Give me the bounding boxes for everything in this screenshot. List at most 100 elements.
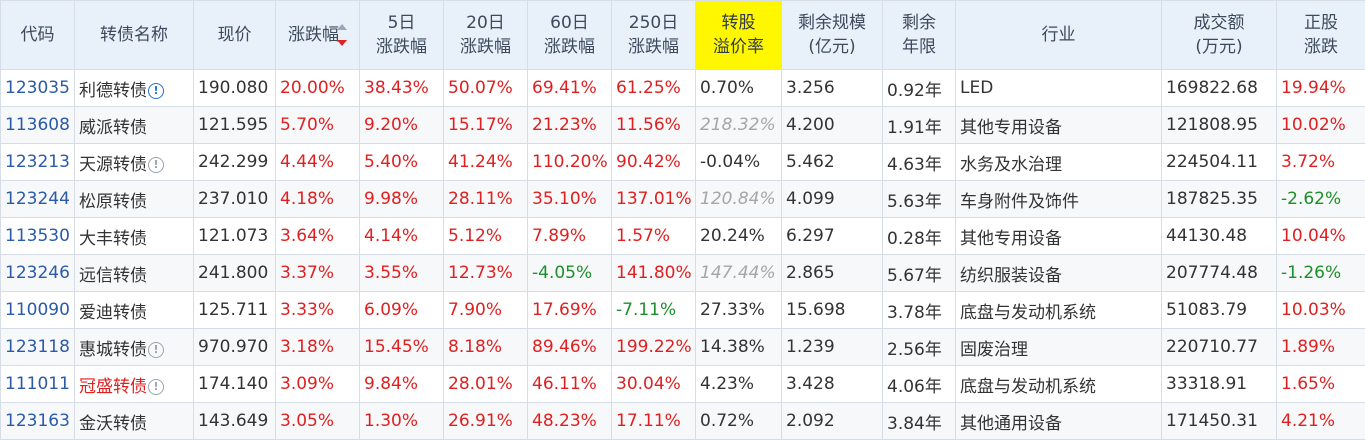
bond-name[interactable]: 天源转债 xyxy=(79,154,147,175)
bond-code-link[interactable]: 123244 xyxy=(0,180,75,218)
bond-code-link[interactable]: 123213 xyxy=(0,143,75,181)
change-60d-value: -4.05% xyxy=(527,254,612,292)
bond-name-cell[interactable]: 冠盛转债! xyxy=(74,365,194,403)
premium-value: 0.72% xyxy=(695,402,782,440)
bond-code-link[interactable]: 113608 xyxy=(0,106,75,144)
col-20d-header[interactable]: 20日 涨跌幅 xyxy=(443,0,528,70)
bond-name[interactable]: 远信转债 xyxy=(79,265,147,286)
info-icon[interactable]: ! xyxy=(148,82,164,99)
table-body: 123035 利德转债! 190.080 20.00% 38.43% 50.07% 69.4… xyxy=(0,69,1365,440)
header-label: (万元) xyxy=(1195,37,1243,57)
bond-name[interactable]: 利德转债 xyxy=(79,80,147,101)
change-value: 5.70% xyxy=(275,106,360,144)
bond-name[interactable]: 爱迪转债 xyxy=(79,302,147,323)
col-5d-header[interactable]: 5日 涨跌幅 xyxy=(359,0,444,70)
col-code-header[interactable]: 代码 xyxy=(0,0,75,70)
change-20d-value: 12.73% xyxy=(443,254,528,292)
bond-name-cell[interactable]: 远信转债 xyxy=(74,254,194,292)
bond-name-cell[interactable]: 威派转债 xyxy=(74,106,194,144)
table-row[interactable]: 123246 远信转债 241.800 3.37% 3.55% 12.73% -4.05% 1… xyxy=(0,254,1365,292)
col-premium-header[interactable]: 转股 溢价率 xyxy=(695,0,782,70)
price-value: 970.970 xyxy=(193,328,276,366)
bond-code-link[interactable]: 111011 xyxy=(0,365,75,403)
remaining-size-value: 4.099 xyxy=(781,180,883,218)
change-20d-value: 50.07% xyxy=(443,69,528,107)
bond-code-link[interactable]: 110090 xyxy=(0,291,75,329)
bond-code-link[interactable]: 113530 xyxy=(0,217,75,255)
bond-name[interactable]: 大丰转债 xyxy=(79,228,147,249)
table-row[interactable]: 123163 金沃转债 143.649 3.05% 1.30% 26.91% 48.23% 1… xyxy=(0,402,1365,440)
change-250d-value: 199.22% xyxy=(611,328,696,366)
change-value: 4.18% xyxy=(275,180,360,218)
info-icon[interactable]: ! xyxy=(148,378,164,395)
table-row[interactable]: 123213 天源转债! 242.299 4.44% 5.40% 41.24% 110.20… xyxy=(0,143,1365,181)
volume-value: 220710.77 xyxy=(1161,328,1277,366)
volume-value: 224504.11 xyxy=(1161,143,1277,181)
table-row[interactable]: 113530 大丰转债 121.073 3.64% 4.14% 5.12% 7.89% 1.5… xyxy=(0,217,1365,255)
col-name-header[interactable]: 转债名称 xyxy=(74,0,194,70)
volume-value: 33318.91 xyxy=(1161,365,1277,403)
remaining-years-value: 4.06年 xyxy=(882,365,956,403)
bond-name-cell[interactable]: 金沃转债 xyxy=(74,402,194,440)
industry-value: 固废治理 xyxy=(955,328,1162,366)
bond-name[interactable]: 冠盛转债 xyxy=(79,376,147,397)
change-value: 4.44% xyxy=(275,143,360,181)
col-price-header[interactable]: 现价 xyxy=(193,0,276,70)
bond-name-cell[interactable]: 爱迪转债 xyxy=(74,291,194,329)
bond-name[interactable]: 金沃转债 xyxy=(79,413,147,434)
bond-name-cell[interactable]: 天源转债! xyxy=(74,143,194,181)
table-row[interactable]: 110090 爱迪转债 125.711 3.33% 6.09% 7.90% 17.69% -7… xyxy=(0,291,1365,329)
industry-value: 纺织服装设备 xyxy=(955,254,1162,292)
table-row[interactable]: 123035 利德转债! 190.080 20.00% 38.43% 50.07% 69.4… xyxy=(0,69,1365,107)
col-250d-header[interactable]: 250日 涨跌幅 xyxy=(611,0,696,70)
col-60d-header[interactable]: 60日 涨跌幅 xyxy=(527,0,612,70)
change-5d-value: 4.14% xyxy=(359,217,444,255)
stock-change-value: 10.03% xyxy=(1276,291,1365,329)
volume-value: 51083.79 xyxy=(1161,291,1277,329)
remaining-years-value: 4.63年 xyxy=(882,143,956,181)
remaining-years-value: 5.67年 xyxy=(882,254,956,292)
change-20d-value: 7.90% xyxy=(443,291,528,329)
stock-change-value: 1.65% xyxy=(1276,365,1365,403)
col-volume-header[interactable]: 成交额 (万元) xyxy=(1161,0,1277,70)
remaining-years-value: 3.78年 xyxy=(882,291,956,329)
bond-name-cell[interactable]: 惠城转债! xyxy=(74,328,194,366)
bond-code-link[interactable]: 123163 xyxy=(0,402,75,440)
col-change-header[interactable]: 涨跌幅 xyxy=(275,0,360,70)
bond-name-cell[interactable]: 松原转债 xyxy=(74,180,194,218)
col-remaining-header[interactable]: 剩余规模 (亿元) xyxy=(781,0,883,70)
bond-name[interactable]: 威派转债 xyxy=(79,117,147,138)
info-icon[interactable]: ! xyxy=(148,156,164,173)
bond-name-cell[interactable]: 大丰转债 xyxy=(74,217,194,255)
bond-name[interactable]: 松原转债 xyxy=(79,191,147,212)
remaining-size-value: 15.698 xyxy=(781,291,883,329)
change-5d-value: 15.45% xyxy=(359,328,444,366)
change-60d-value: 48.23% xyxy=(527,402,612,440)
sort-desc-icon[interactable] xyxy=(337,23,347,47)
bond-code-link[interactable]: 123035 xyxy=(0,69,75,107)
table-row[interactable]: 111011 冠盛转债! 174.140 3.09% 9.84% 28.01% 46.11%… xyxy=(0,365,1365,403)
industry-value: 其他专用设备 xyxy=(955,217,1162,255)
change-20d-value: 8.18% xyxy=(443,328,528,366)
header-label: (亿元) xyxy=(808,37,856,57)
col-industry-header[interactable]: 行业 xyxy=(955,0,1162,70)
change-5d-value: 9.98% xyxy=(359,180,444,218)
info-icon[interactable]: ! xyxy=(148,341,164,358)
bond-code-link[interactable]: 123118 xyxy=(0,328,75,366)
col-years-header[interactable]: 剩余 年限 xyxy=(882,0,956,70)
industry-value: 其他专用设备 xyxy=(955,106,1162,144)
change-60d-value: 7.89% xyxy=(527,217,612,255)
remaining-size-value: 1.239 xyxy=(781,328,883,366)
remaining-size-value: 3.428 xyxy=(781,365,883,403)
stock-change-value: 1.89% xyxy=(1276,328,1365,366)
bond-code-link[interactable]: 123246 xyxy=(0,254,75,292)
header-label: 250日 xyxy=(628,13,679,33)
header-label: 5日 xyxy=(387,13,416,33)
col-stock-header[interactable]: 正股 涨跌 xyxy=(1276,0,1365,70)
bond-name-cell[interactable]: 利德转债! xyxy=(74,69,194,107)
table-row[interactable]: 123244 松原转债 237.010 4.18% 9.98% 28.11% 35.10% 1… xyxy=(0,180,1365,218)
bond-name[interactable]: 惠城转债 xyxy=(79,339,147,360)
table-row[interactable]: 123118 惠城转债! 970.970 3.18% 15.45% 8.18% 89.46%… xyxy=(0,328,1365,366)
table-row[interactable]: 113608 威派转债 121.595 5.70% 9.20% 15.17% 21.23% 1… xyxy=(0,106,1365,144)
remaining-years-value: 2.56年 xyxy=(882,328,956,366)
